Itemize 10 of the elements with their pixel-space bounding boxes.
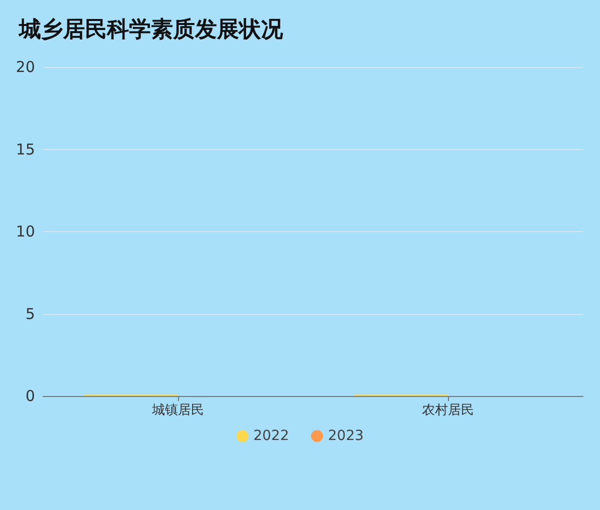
y-tick-label: 5	[25, 304, 35, 323]
y-tick-label: 20	[16, 58, 35, 76]
x-tick-label: 城镇居民	[151, 403, 204, 418]
legend-label: 2023	[328, 428, 364, 444]
x-tick-label: 农村居民	[422, 403, 474, 418]
y-tick-label: 10	[16, 222, 35, 240]
chart-title: 城乡居民科学素质发展状况	[18, 18, 284, 42]
y-tick-label: 0	[25, 387, 35, 405]
y-tick-label: 15	[16, 140, 35, 158]
legend-label: 2022	[253, 428, 290, 444]
